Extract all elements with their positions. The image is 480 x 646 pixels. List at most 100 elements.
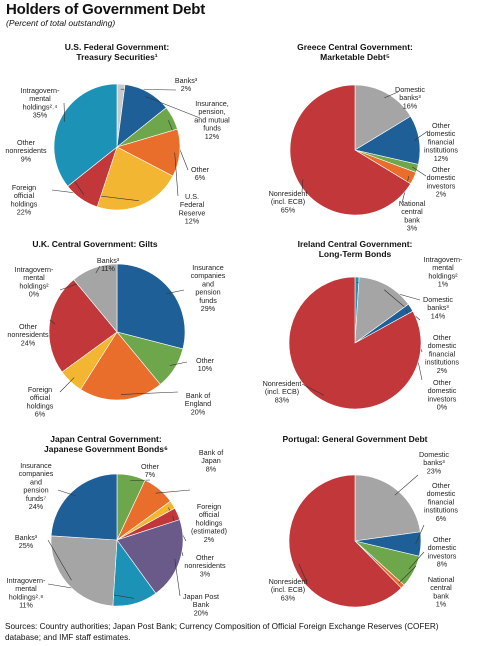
leader-line bbox=[49, 319, 56, 325]
chart-title: U.S. Federal Government: Treasury Securit… bbox=[65, 42, 170, 62]
slice-label-foreign-official-holdings-estimated-line: (estimated) bbox=[191, 527, 227, 536]
slice-label-intragovern-mental-holdings-line: 35% bbox=[33, 111, 48, 120]
slice-label-insurance-companies-and-pension-funds-line: 24% bbox=[29, 502, 44, 511]
pie-chart-3: U.K. Central Government: Gilts Insurance c… bbox=[7, 239, 225, 419]
source-note: Sources: Country authorities; Japan Post… bbox=[5, 622, 439, 642]
leader-line bbox=[47, 539, 72, 581]
slice-label-other-domestic-financial-institutions: Other domestic financial institutions 12% bbox=[424, 121, 458, 163]
leader-line bbox=[59, 283, 78, 291]
leader-line bbox=[63, 102, 66, 122]
slice-label-national-central-bank-line: 3% bbox=[407, 224, 418, 233]
slice-label-other-nonresidents: Other nonresidents 9% bbox=[5, 138, 47, 163]
slice-label-intragovern-mental-holdings-line: holdings²˒⁴ bbox=[23, 102, 58, 111]
leader-line bbox=[174, 558, 181, 597]
slice-label-national-central-bank-line: central bbox=[401, 207, 423, 216]
slice-label-nonresident-incl-ecb-line: Nonresident bbox=[269, 189, 308, 198]
slice-label-insurance-companies-and-pension-funds-line: Insurance bbox=[192, 263, 224, 272]
slice-label-other-line: Other bbox=[141, 462, 160, 471]
slice-label-domestic-banks-line: 16% bbox=[403, 101, 418, 110]
slice-label-bank-of-japan-line: Bank of bbox=[199, 448, 223, 457]
figure-subtitle: (Percent of total outstanding) bbox=[6, 18, 116, 28]
slice-label-other-line: Other bbox=[196, 356, 215, 365]
slice-label-intragovern-mental-holdings: Intragovern-mental holdings² 1% bbox=[424, 255, 463, 289]
slice-label-insurance-companies-and-pension-funds-line: Insurance bbox=[20, 461, 52, 470]
pie-slice-banks bbox=[50, 535, 118, 607]
slice-label-insurance-pension-and-mutual-funds: Insurance, pension, and mutual funds 12% bbox=[194, 99, 230, 141]
slice-label-other-domestic-financial-institutions-line: 6% bbox=[436, 514, 447, 523]
chart-title: Japan Central Government: Japanese Govern… bbox=[44, 434, 168, 454]
chart-title: Ireland Central Government: Long-Term Bon… bbox=[298, 239, 413, 259]
slice-label-foreign-official-holdings-line: 22% bbox=[17, 208, 32, 217]
slice-label-other-domestic-financial-institutions-line: financial bbox=[428, 137, 455, 146]
slice-label-u-s-federal-reserve-line: 12% bbox=[185, 217, 200, 226]
pie-slice-nonresident-incl-ecb bbox=[288, 276, 422, 410]
slice-label-other-domestic-financial-institutions-line: Other bbox=[432, 481, 451, 490]
slice-label-nonresident-incl-ecb-line: 63% bbox=[281, 593, 296, 602]
slice-label-other-domestic-financial-institutions-line: domestic bbox=[427, 129, 456, 138]
leader-line bbox=[412, 166, 427, 177]
slice-label-other-nonresidents: Other nonresidents 3% bbox=[184, 553, 226, 578]
leader-line bbox=[301, 179, 304, 193]
slice-label-foreign-official-holdings-line: official bbox=[30, 393, 51, 402]
leader-line bbox=[394, 474, 419, 496]
slice-label-other-line: Other bbox=[191, 165, 210, 174]
slice-label-foreign-official-holdings: Foreign official holdings 22% bbox=[11, 183, 38, 217]
slice-label-u-s-federal-reserve: U.S. Federal Reserve 12% bbox=[179, 192, 206, 226]
slice-label-domestic-banks-line: Domestic bbox=[395, 85, 425, 94]
slice-label-other-nonresidents-line: Other bbox=[196, 553, 215, 562]
slice-label-japan-post-bank: Japan Post Bank 20% bbox=[183, 592, 219, 617]
slice-label-domestic-banks-line: Domestic bbox=[423, 295, 453, 304]
slice-label-intragovern-mental-holdings-line: Intragovern- bbox=[21, 86, 60, 95]
leader-line bbox=[130, 479, 151, 482]
slice-label-other-domestic-financial-institutions-line: Other bbox=[432, 121, 451, 130]
slice-label-intragovern-mental-holdings-line: holdings² bbox=[19, 281, 49, 290]
slice-label-insurance-companies-and-pension-funds-line: funds⁷ bbox=[26, 494, 47, 503]
slice-label-insurance-companies-and-pension-funds-line: and bbox=[30, 477, 42, 486]
slice-label-banks: Banks³ 2% bbox=[175, 76, 198, 93]
slice-label-other-domestic-financial-institutions: Other domestic financial institutions 2% bbox=[425, 333, 459, 375]
slice-label-intragovern-mental-holdings-line: mental bbox=[15, 584, 37, 593]
slice-label-foreign-official-holdings-line: Foreign bbox=[12, 183, 36, 192]
pie-slice-nonresident-incl-ecb bbox=[289, 84, 411, 216]
pie-slice-intragovern-mental-holdings bbox=[53, 83, 118, 187]
slice-label-domestic-banks-line: banks³ bbox=[427, 303, 449, 312]
pie-slice-bank-of-england bbox=[80, 331, 161, 401]
slice-label-u-s-federal-reserve-line: U.S. bbox=[185, 192, 199, 201]
slice-label-other-domestic-financial-institutions-line: Other bbox=[433, 333, 452, 342]
pie-slice-domestic-banks bbox=[354, 84, 411, 151]
leader-line bbox=[413, 130, 429, 141]
slice-label-japan-post-bank-line: Japan Post bbox=[183, 592, 219, 601]
slice-label-insurance-companies-and-pension-funds-line: and bbox=[202, 279, 214, 288]
slice-label-other-domestic-financial-institutions-line: institutions bbox=[424, 506, 458, 515]
slice-label-other-domestic-financial-institutions-line: domestic bbox=[427, 489, 456, 498]
pie-slice-japan-post-bank bbox=[116, 519, 184, 594]
slice-label-japan-post-bank-line: 20% bbox=[194, 608, 209, 617]
slice-label-foreign-official-holdings-estimated-line: 2% bbox=[204, 535, 215, 544]
slice-label-other-nonresidents-line: 3% bbox=[200, 569, 211, 578]
slice-label-bank-of-england-line: England bbox=[185, 399, 211, 408]
leader-line bbox=[298, 563, 307, 581]
slice-label-nonresident-incl-ecb-line: 83% bbox=[275, 395, 290, 404]
slice-label-bank-of-england: Bank of England 20% bbox=[185, 391, 211, 416]
pie-chart-6: Portugal: General Government Debt Domesti… bbox=[269, 434, 459, 609]
slice-label-intragovern-mental-holdings-line: Intragovern- bbox=[15, 265, 54, 274]
slice-label-nonresident-incl-ecb-line: (incl. ECB) bbox=[271, 585, 305, 594]
slice-label-banks-line: Banks³ bbox=[97, 256, 120, 265]
slice-label-intragovern-mental-holdings-line: mental bbox=[432, 263, 454, 272]
slice-label-foreign-official-holdings-estimated-line: official bbox=[199, 510, 220, 519]
slice-label-bank-of-england-line: Bank of bbox=[186, 391, 210, 400]
slice-label-other-domestic-investors-line: domestic bbox=[427, 173, 456, 182]
chart-title-line: U.S. Federal Government: bbox=[65, 42, 170, 52]
slice-label-insurance-pension-and-mutual-funds-line: funds bbox=[203, 124, 221, 133]
slice-label-national-central-bank-line: bank bbox=[433, 591, 449, 600]
chart-title: U.K. Central Government: Gilts bbox=[32, 239, 157, 249]
slice-label-national-central-bank-line: National bbox=[399, 199, 426, 208]
slice-label-foreign-official-holdings-line: official bbox=[14, 191, 35, 200]
slice-label-other-domestic-investors: Other domestic investors 2% bbox=[427, 165, 456, 199]
pie-slice-foreign-official-holdings bbox=[96, 146, 174, 211]
chart-title: Greece Central Government: Marketable Deb… bbox=[297, 42, 413, 62]
slice-label-insurance-pension-and-mutual-funds-line: pension, bbox=[198, 107, 225, 116]
chart-title-line: Portugal: General Government Debt bbox=[283, 434, 428, 444]
chart-title-line: Marketable Debt⁵ bbox=[320, 52, 390, 62]
slice-label-other: Other 6% bbox=[191, 165, 210, 182]
